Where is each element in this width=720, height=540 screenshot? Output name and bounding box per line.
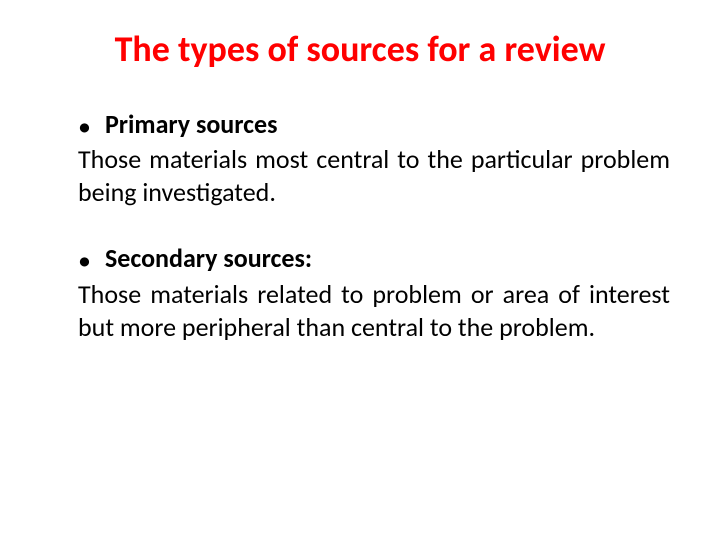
bullet-row: • Primary sources: [50, 108, 670, 144]
slide-title: The types of sources for a review: [50, 30, 670, 70]
item-description: Those materials related to problem or ar…: [50, 278, 670, 343]
item-secondary: • Secondary sources: Those materials rel…: [50, 242, 670, 343]
item-label: Secondary sources:: [105, 242, 312, 276]
bullet-row: • Secondary sources:: [50, 242, 670, 278]
item-primary: • Primary sources Those materials most c…: [50, 108, 670, 209]
label-text: Primary sources: [105, 108, 278, 140]
label-text: Secondary sources: [105, 242, 305, 274]
label-suffix: :: [305, 242, 312, 274]
item-label: Primary sources: [105, 108, 278, 142]
bullet-icon: •: [78, 108, 91, 144]
content-area: • Primary sources Those materials most c…: [50, 108, 670, 344]
item-description: Those materials most central to the part…: [50, 143, 670, 208]
bullet-icon: •: [78, 242, 91, 278]
